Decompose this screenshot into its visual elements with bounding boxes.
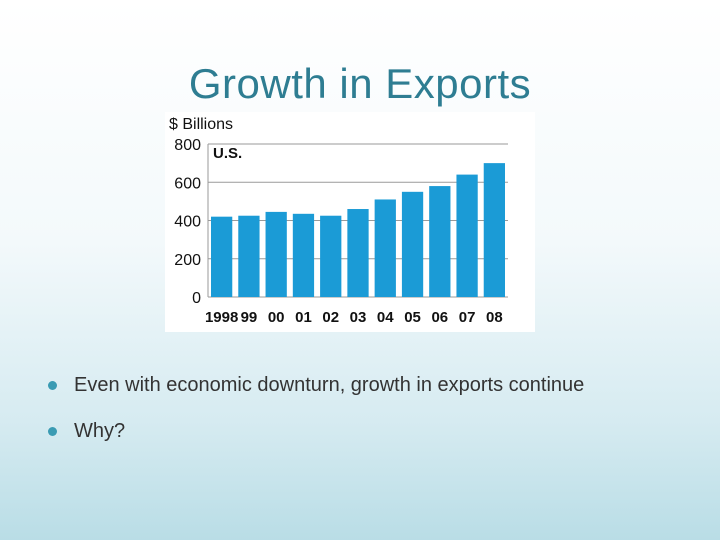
bar bbox=[347, 209, 369, 297]
bullet-list: Even with economic downturn, growth in e… bbox=[48, 372, 668, 464]
x-tick-label: 05 bbox=[404, 309, 421, 326]
bullet-icon bbox=[48, 381, 57, 390]
x-tick-label: 02 bbox=[322, 309, 339, 326]
bar bbox=[456, 174, 478, 297]
x-tick-label: 08 bbox=[486, 309, 503, 326]
x-tick-label: 1998 bbox=[205, 309, 238, 326]
bar bbox=[320, 215, 342, 297]
x-tick-label: 00 bbox=[268, 309, 285, 326]
slide-title: Growth in Exports bbox=[188, 60, 532, 107]
y-tick-label: 600 bbox=[174, 175, 201, 192]
bullet-text: Even with economic downturn, growth in e… bbox=[74, 374, 585, 396]
series-label: U.S. bbox=[213, 145, 242, 162]
bar bbox=[265, 211, 287, 297]
bar bbox=[211, 216, 233, 297]
bar bbox=[238, 215, 260, 297]
bar bbox=[401, 191, 424, 297]
x-tick-label: 06 bbox=[431, 309, 448, 326]
y-tick-label: 800 bbox=[174, 137, 201, 154]
x-tick-label: 07 bbox=[459, 309, 476, 326]
chart-svg: $ Billions 0 200 400 600 800 U.S. 1998 99 00 01 02 0… bbox=[169, 116, 508, 326]
bar bbox=[429, 186, 451, 297]
exports-bar-chart: $ Billions 0 200 400 600 800 U.S. 1998 99 00 01 02 0… bbox=[165, 112, 535, 332]
y-tick-label: 400 bbox=[174, 214, 201, 231]
x-tick-label: 03 bbox=[350, 309, 367, 326]
bar bbox=[483, 163, 505, 297]
bullet-item: Why? bbox=[48, 418, 668, 444]
x-tick-label: 04 bbox=[377, 309, 394, 326]
bar bbox=[292, 213, 315, 297]
y-tick-label: 0 bbox=[192, 290, 201, 307]
bullet-icon bbox=[48, 427, 57, 436]
x-tick-label: 99 bbox=[241, 309, 258, 326]
y-axis-label: $ Billions bbox=[169, 116, 233, 133]
y-tick-label: 200 bbox=[174, 252, 201, 269]
bar bbox=[374, 199, 396, 297]
bullet-text: Why? bbox=[74, 420, 126, 442]
x-tick-label: 01 bbox=[295, 309, 312, 326]
bullet-item: Even with economic downturn, growth in e… bbox=[48, 372, 668, 398]
